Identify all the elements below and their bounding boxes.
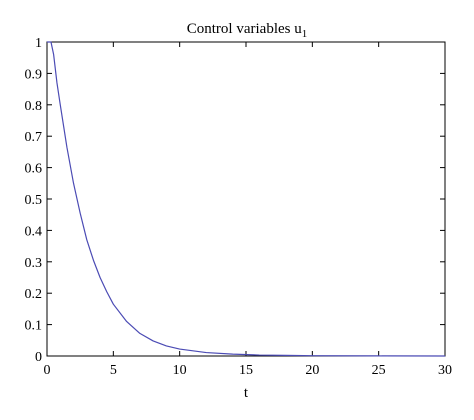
series-layer [47, 41, 446, 357]
y-tick-label: 0.1 [25, 319, 43, 334]
y-tick-label: 0 [35, 350, 42, 365]
chart-title: Control variables u1 [187, 21, 307, 40]
y-tick-label: 0.4 [25, 224, 43, 239]
y-tick-label: 0.7 [25, 130, 43, 145]
y-tick-label: 0.5 [25, 193, 43, 208]
x-tick-label: 0 [44, 363, 51, 378]
y-tick-label: 0.6 [25, 162, 43, 177]
y-tick-label: 0.2 [25, 287, 43, 302]
series-line-1 [47, 41, 446, 357]
x-ticks: 0 5 10 15 20 25 30 [44, 42, 452, 378]
x-tick-label: 10 [173, 363, 187, 378]
x-tick-label: 20 [305, 363, 319, 378]
plot-area-frame [46, 41, 446, 357]
x-axis-label: t [244, 385, 249, 401]
y-tick-label: 0.9 [25, 67, 43, 82]
y-tick-label: 1 [35, 36, 42, 51]
x-tick-label: 5 [110, 363, 117, 378]
x-tick-label: 25 [372, 363, 386, 378]
chart-title-text: Control variables u [187, 21, 302, 37]
x-tick-label: 15 [239, 363, 253, 378]
y-tick-label: 0.3 [25, 256, 43, 271]
chart-title-subscript: 1 [302, 28, 308, 40]
y-ticks: 0 0.1 0.2 0.3 0.4 0.5 0.6 0.7 0.8 0.9 1 [25, 36, 445, 365]
x-tick-label: 30 [438, 363, 452, 378]
y-tick-label: 0.8 [25, 99, 43, 114]
